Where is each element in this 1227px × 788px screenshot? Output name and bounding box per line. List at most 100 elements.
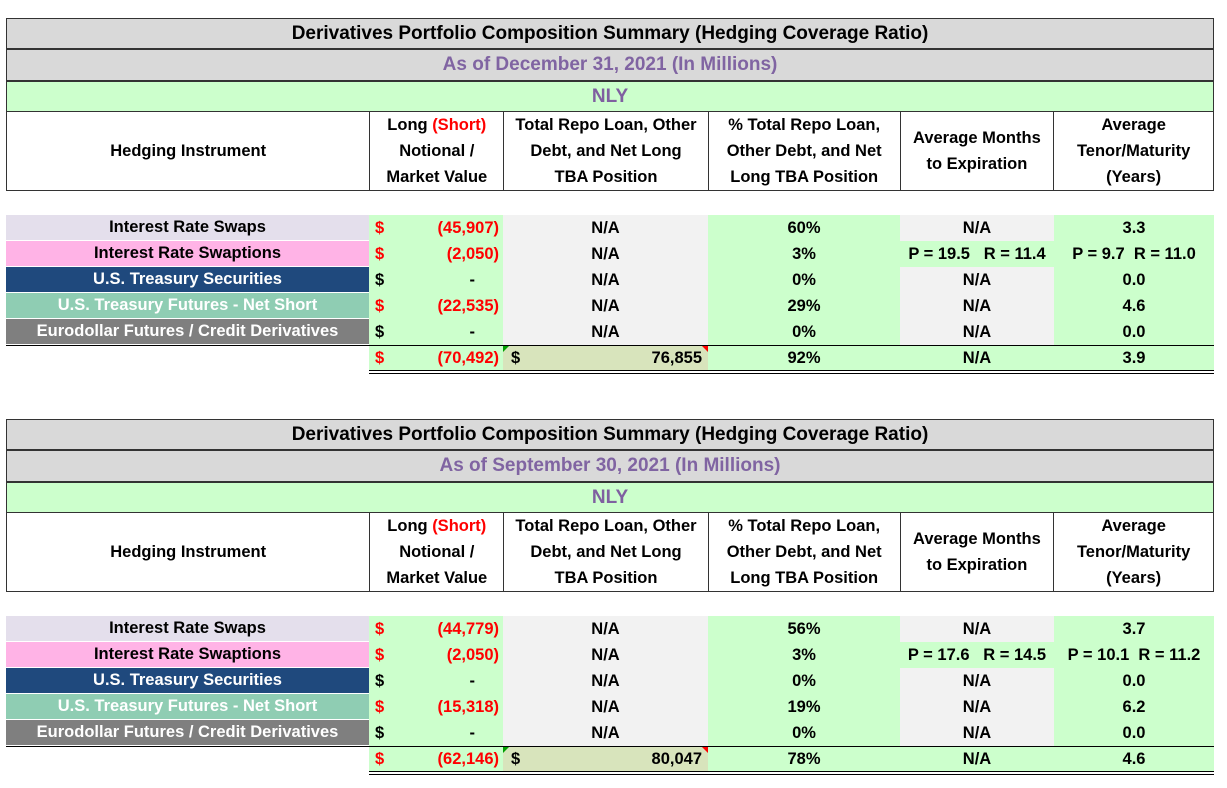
entity-label: NLY xyxy=(6,81,1214,112)
currency-symbol: $ xyxy=(375,619,385,638)
header-tenor-line1: Average xyxy=(1101,517,1166,535)
header-total-repo: Total Repo Loan, Other Debt, and Net Long… xyxy=(503,112,708,190)
pct-cell: 0% xyxy=(708,668,900,694)
notional-cell: $ - xyxy=(369,668,503,694)
notional-cell: $ (44,779) xyxy=(369,616,503,642)
instrument-name: U.S. Treasury Securities xyxy=(6,267,369,293)
table-row: U.S. Treasury Futures - Net Short $ (22,5… xyxy=(6,293,1214,319)
column-header-row: Hedging Instrument Long (Short) Notional … xyxy=(6,513,1214,592)
tenor-cell: P = 9.7 R = 11.0 xyxy=(1054,241,1214,267)
months-cell: N/A xyxy=(900,616,1054,642)
header-notional-long: Long xyxy=(387,517,433,535)
header-pct-line3: Long TBA Position xyxy=(730,569,879,587)
currency-symbol: $ xyxy=(511,750,521,768)
months-cell: N/A xyxy=(900,319,1054,345)
table-title: Derivatives Portfolio Composition Summar… xyxy=(6,419,1214,450)
notional-value: (2,050) xyxy=(446,244,499,263)
header-repo-line2: Debt, and Net Long xyxy=(530,142,682,160)
notional-cell: $ - xyxy=(369,267,503,293)
header-repo-line2: Debt, and Net Long xyxy=(530,543,682,561)
tenor-cell: 4.6 xyxy=(1054,293,1214,319)
tenor-cell: P = 10.1 R = 11.2 xyxy=(1054,642,1214,668)
currency-symbol: $ xyxy=(375,322,385,341)
header-repo-line1: Total Repo Loan, Other xyxy=(515,517,697,535)
header-repo-line1: Total Repo Loan, Other xyxy=(515,116,697,134)
header-tenor-line2: Tenor/Maturity xyxy=(1076,142,1191,160)
instrument-name: Interest Rate Swaptions xyxy=(6,241,369,267)
currency-symbol: $ xyxy=(375,244,385,263)
notional-cell: $ - xyxy=(369,720,503,746)
pct-cell: 0% xyxy=(708,319,900,345)
total-tenor-cell: 4.6 xyxy=(1054,747,1214,772)
pct-cell: 3% xyxy=(708,642,900,668)
pct-cell: 19% xyxy=(708,694,900,720)
header-avg-months: Average Months to Expiration xyxy=(899,513,1054,591)
months-cell: N/A xyxy=(900,668,1054,694)
total-tenor-cell: 3.9 xyxy=(1054,346,1214,371)
header-pct-line2: Other Debt, and Net xyxy=(726,543,882,561)
notional-value: (2,050) xyxy=(446,645,499,664)
table-row: U.S. Treasury Securities $ - N/A 0% N/A 0… xyxy=(6,267,1214,293)
total-spacer xyxy=(6,346,369,371)
table-row: Interest Rate Swaptions $ (2,050) N/A 3% … xyxy=(6,241,1214,267)
months-cell: P = 17.6 R = 14.5 xyxy=(900,642,1054,668)
notional-cell: $ (15,318) xyxy=(369,694,503,720)
total-repo-cell: $76,855 xyxy=(503,346,708,371)
total-notional-value: (62,146) xyxy=(437,750,499,768)
repo-cell: N/A xyxy=(503,694,708,720)
header-notional-short: (Short) xyxy=(432,116,487,134)
header-pct-line1: % Total Repo Loan, xyxy=(728,116,881,134)
months-cell: N/A xyxy=(900,267,1054,293)
header-notional-line2: Notional / xyxy=(399,543,475,561)
total-notional-value: (70,492) xyxy=(437,349,499,367)
column-header-row: Hedging Instrument Long (Short) Notional … xyxy=(6,112,1214,191)
as-of-date: As of December 31, 2021 (In Millions) xyxy=(6,49,1214,81)
months-cell: N/A xyxy=(900,215,1054,241)
currency-symbol: $ xyxy=(375,750,385,768)
entity-label: NLY xyxy=(6,482,1214,513)
header-notional: Long (Short) Notional / Market Value xyxy=(369,513,503,591)
tenor-cell: 0.0 xyxy=(1054,720,1214,746)
months-cell: N/A xyxy=(900,720,1054,746)
notional-value: (44,779) xyxy=(437,619,499,638)
total-repo-value: 80,047 xyxy=(651,750,702,768)
currency-symbol: $ xyxy=(375,723,385,742)
comment-indicator-red xyxy=(702,747,708,753)
tenor-cell: 6.2 xyxy=(1054,694,1214,720)
currency-symbol: $ xyxy=(375,296,385,315)
header-notional-line3: Market Value xyxy=(386,168,488,186)
months-cell: N/A xyxy=(900,293,1054,319)
header-notional-line3: Market Value xyxy=(386,569,488,587)
repo-cell: N/A xyxy=(503,642,708,668)
pct-cell: 0% xyxy=(708,267,900,293)
pct-cell: 56% xyxy=(708,616,900,642)
header-notional-long: Long xyxy=(387,116,433,134)
repo-cell: N/A xyxy=(503,616,708,642)
instrument-name: U.S. Treasury Futures - Net Short xyxy=(6,694,369,720)
pct-cell: 60% xyxy=(708,215,900,241)
double-underline xyxy=(369,771,1214,775)
total-months-cell: N/A xyxy=(900,747,1054,772)
header-avg-tenor: Average Tenor/Maturity (Years) xyxy=(1053,112,1213,190)
notional-cell: $ (45,907) xyxy=(369,215,503,241)
table-row: Interest Rate Swaps $ (44,779) N/A 56% N/… xyxy=(6,616,1214,642)
currency-symbol: $ xyxy=(511,349,521,367)
table-row: U.S. Treasury Futures - Net Short $ (15,3… xyxy=(6,694,1214,720)
header-tenor-line3: (Years) xyxy=(1106,569,1162,587)
instrument-name: Interest Rate Swaps xyxy=(6,616,369,642)
instrument-name: Interest Rate Swaps xyxy=(6,215,369,241)
months-cell: N/A xyxy=(900,694,1054,720)
header-pct-line3: Long TBA Position xyxy=(730,168,879,186)
pct-cell: 29% xyxy=(708,293,900,319)
as-of-date: As of September 30, 2021 (In Millions) xyxy=(6,450,1214,482)
notional-value: (15,318) xyxy=(437,697,499,716)
header-avg-months: Average Months to Expiration xyxy=(899,112,1054,190)
header-repo-line3: TBA Position xyxy=(554,168,658,186)
currency-symbol: $ xyxy=(375,218,385,237)
header-months-line1: Average Months xyxy=(913,530,1041,548)
currency-symbol: $ xyxy=(375,349,385,367)
repo-cell: N/A xyxy=(503,293,708,319)
notional-value: - xyxy=(469,723,476,742)
months-cell: P = 19.5 R = 11.4 xyxy=(900,241,1054,267)
notional-value: - xyxy=(469,671,476,690)
